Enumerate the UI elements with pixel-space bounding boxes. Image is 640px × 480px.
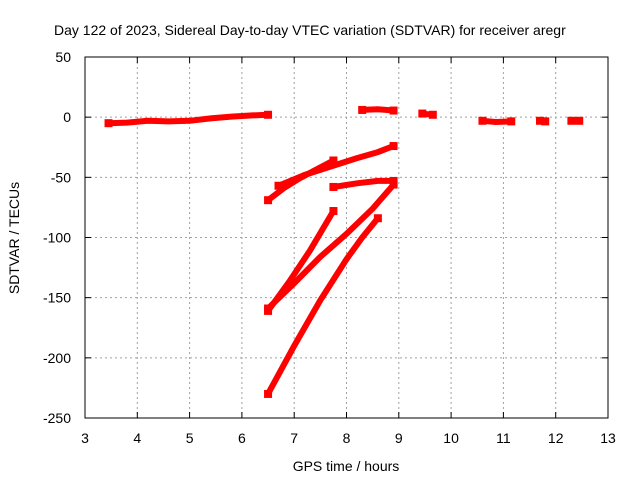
- y-tick-label: 0: [63, 109, 71, 125]
- y-tick-label: -250: [43, 410, 71, 426]
- data-point: [373, 214, 382, 223]
- x-tick-label: 5: [186, 430, 194, 446]
- x-tick-label: 8: [343, 430, 351, 446]
- data-track: [108, 111, 269, 127]
- data-point: [264, 389, 273, 398]
- data-point: [507, 117, 516, 126]
- y-tick-label: -100: [43, 230, 71, 246]
- data-point: [389, 106, 398, 115]
- y-axis-label: SDTVAR / TECUs: [6, 182, 22, 294]
- y-tick-label: -150: [43, 290, 71, 306]
- x-tick-label: 11: [496, 430, 511, 446]
- data-track: [332, 177, 394, 190]
- data-point: [264, 196, 273, 205]
- data-point: [389, 142, 398, 151]
- data-point: [329, 182, 338, 191]
- data-point: [575, 116, 584, 125]
- data-point: [329, 207, 338, 216]
- data-point: [428, 110, 437, 119]
- data-track: [265, 182, 396, 311]
- axes: 3 4 5 6 7 8 9 10 11 12 13 50 0 -50 -100 -150 -200 -250: [43, 49, 616, 446]
- x-tick-label: 7: [290, 430, 298, 446]
- series-layer: [104, 105, 584, 398]
- data-point: [418, 109, 427, 118]
- y-tick-label: 50: [55, 49, 71, 65]
- data-point: [329, 156, 338, 165]
- x-tick-label: 6: [238, 430, 246, 446]
- x-tick-label: 13: [600, 430, 616, 446]
- data-point: [567, 116, 576, 125]
- x-tick-label: 9: [395, 430, 403, 446]
- data-track: [277, 143, 395, 189]
- x-axis-label: GPS time / hours: [293, 458, 400, 474]
- x-tick-label: 3: [81, 430, 89, 446]
- chart-title: Day 122 of 2023, Sidereal Day-to-day VTE…: [54, 22, 566, 38]
- data-point: [536, 116, 545, 125]
- x-tick-label: 4: [133, 430, 141, 446]
- data-point: [389, 180, 398, 189]
- data-track: [362, 106, 394, 114]
- data-track: [482, 117, 512, 125]
- data-point: [358, 105, 367, 114]
- data-point: [541, 117, 550, 126]
- data-point: [264, 304, 273, 313]
- data-point: [274, 181, 283, 190]
- data-point: [478, 116, 487, 125]
- data-track: [265, 216, 381, 396]
- y-tick-label: -200: [43, 350, 71, 366]
- data-point: [264, 110, 273, 119]
- y-tick-label: -50: [51, 169, 71, 185]
- x-tick-label: 12: [548, 430, 564, 446]
- x-tick-label: 10: [443, 430, 459, 446]
- data-point: [104, 119, 113, 128]
